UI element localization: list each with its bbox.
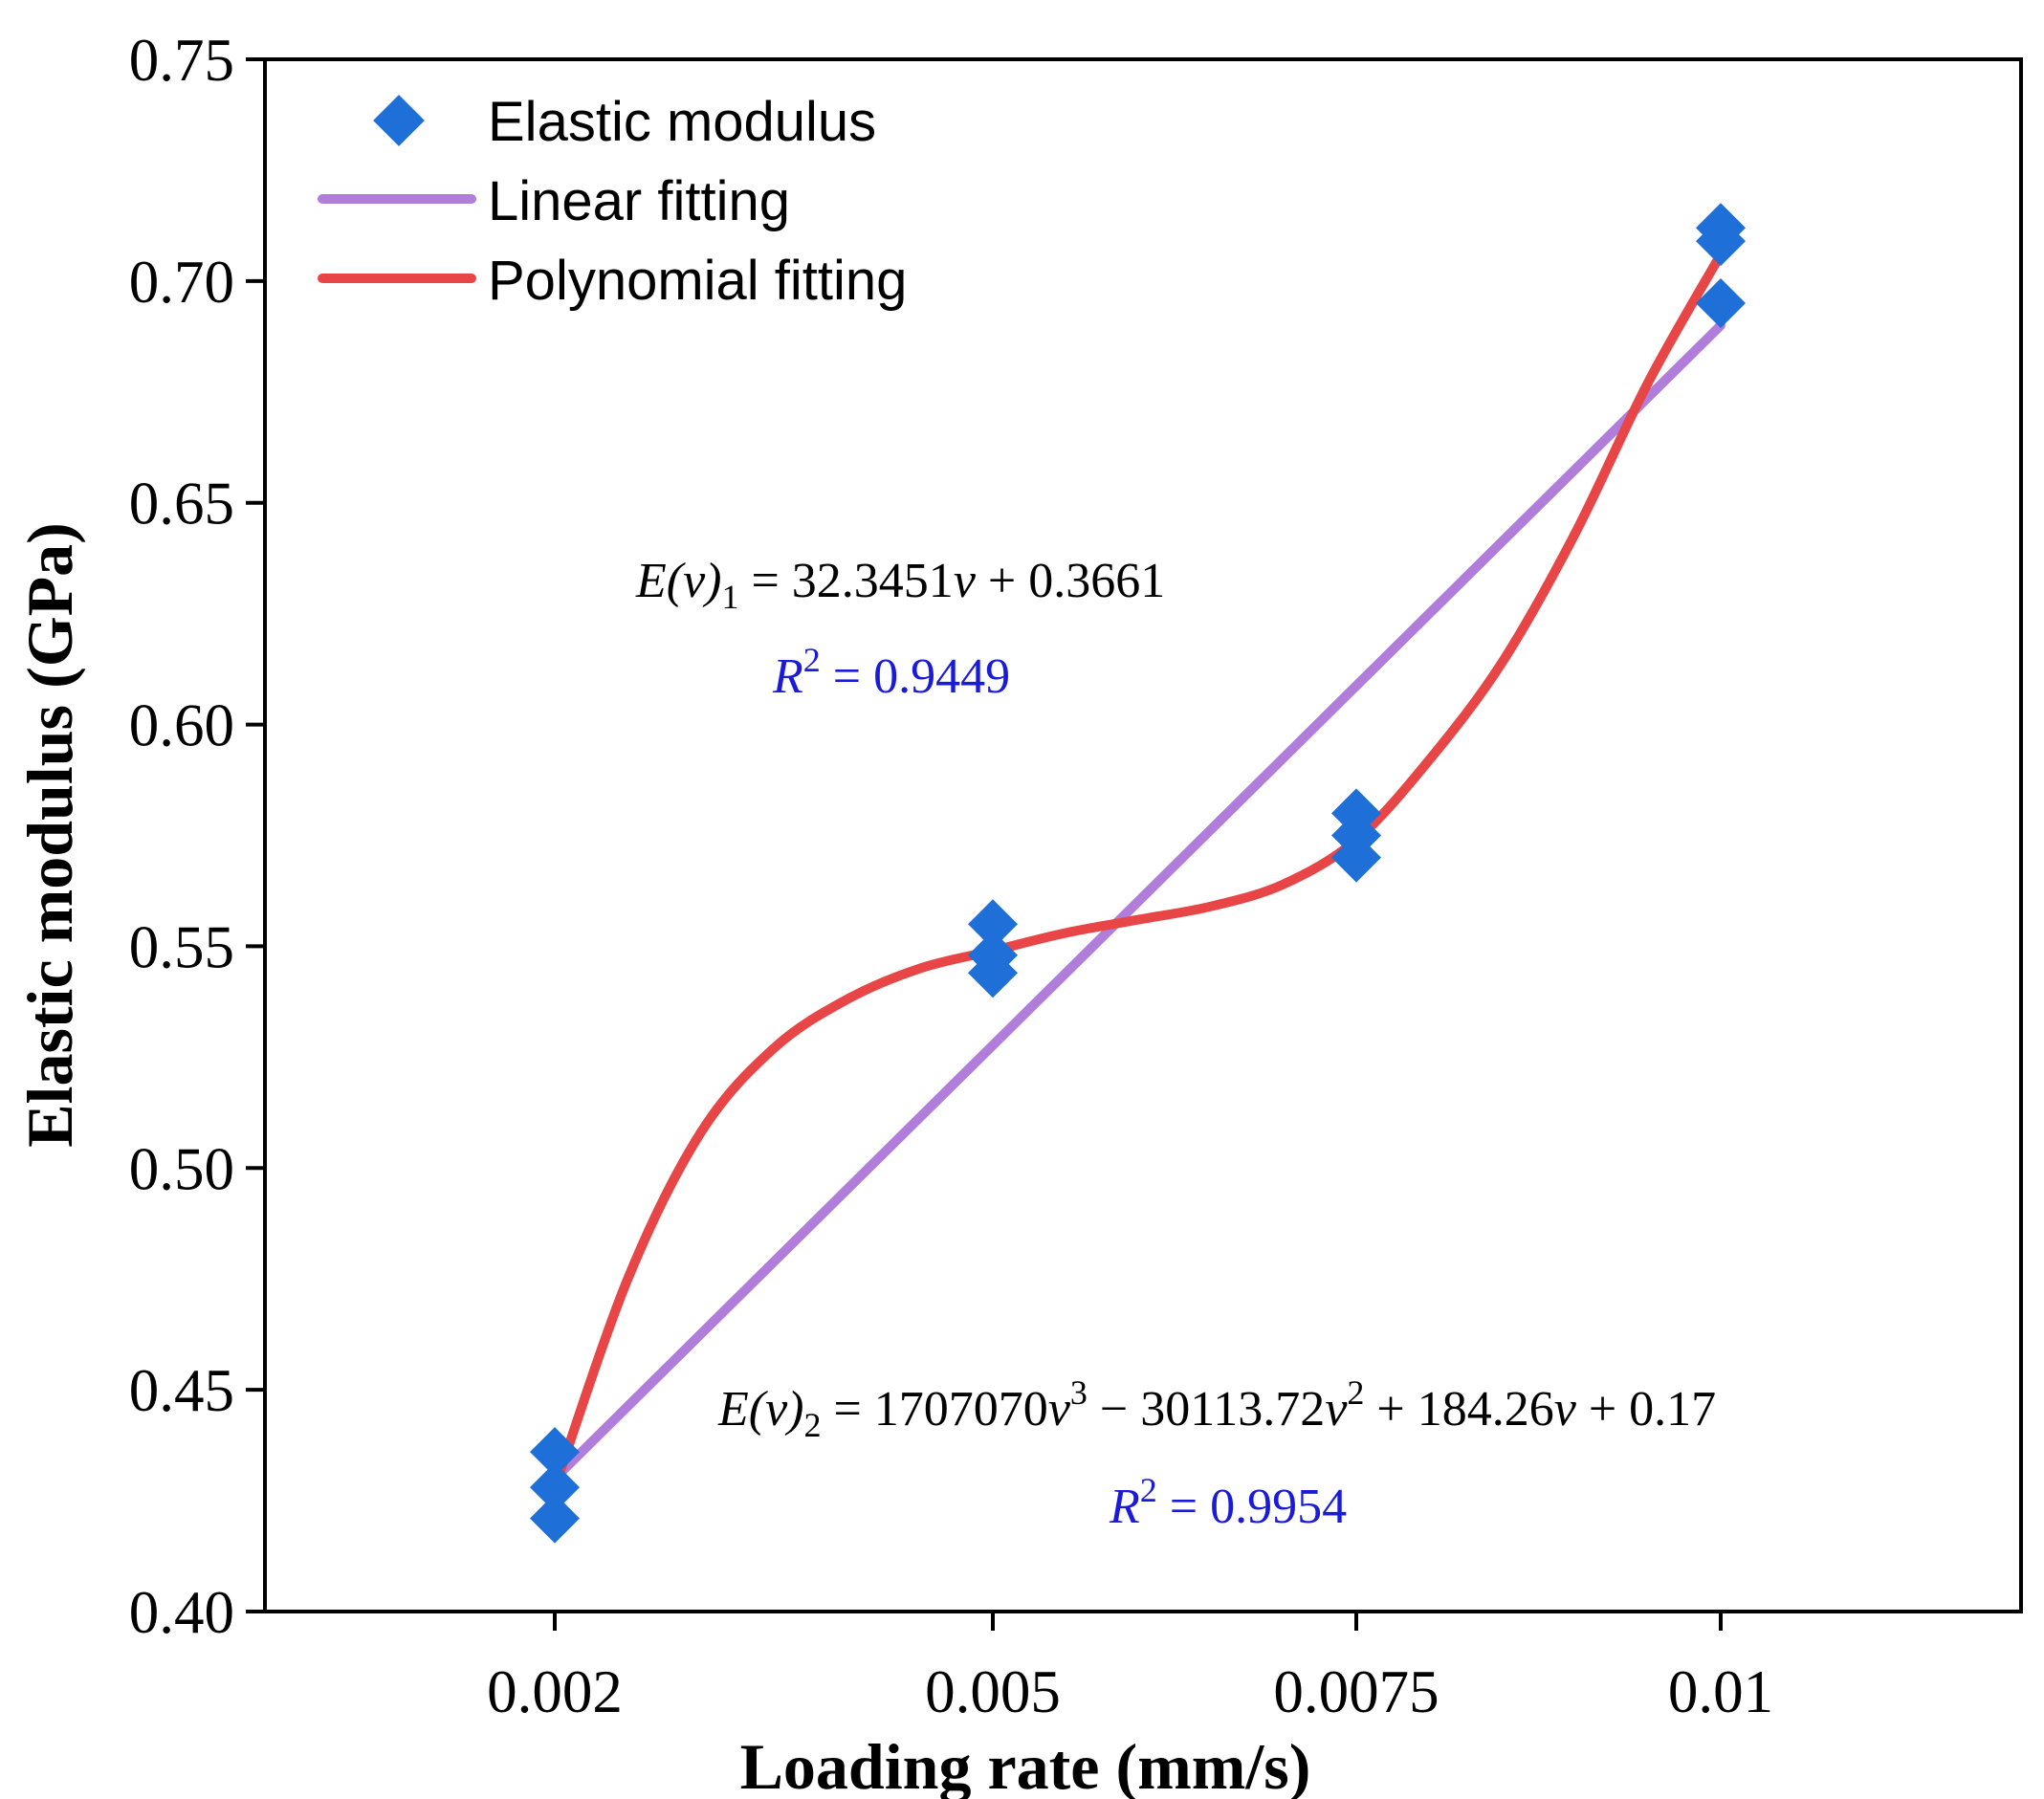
- y-tick-label: 0.55: [129, 913, 234, 980]
- linear-equation: E(v)1 = 32.3451v + 0.3661: [635, 554, 1165, 616]
- linear-r2: R2 = 0.9449: [772, 641, 1010, 704]
- legend-marker-elastic-modulus: [373, 95, 425, 146]
- data-point: [530, 1462, 580, 1513]
- x-axis-title: Loading rate (mm/s): [740, 1730, 1311, 1799]
- y-axis: 0.40 0.45 0.50 0.55 0.60 0.65 0.70 0.75: [129, 27, 265, 1646]
- x-axis: 0.002 0.005 0.0075 0.01: [487, 1612, 1773, 1725]
- legend-label-elastic-modulus: Elastic modulus: [488, 91, 876, 153]
- y-tick-label: 0.60: [129, 692, 234, 759]
- y-tick-label: 0.50: [129, 1135, 234, 1202]
- data-point: [1331, 832, 1381, 883]
- data-point: [530, 1427, 580, 1478]
- data-point: [1696, 278, 1746, 329]
- point-layer: [530, 203, 1746, 1544]
- legend-label-polynomial-fitting: Polynomial fitting: [488, 250, 907, 312]
- data-point: [1696, 216, 1746, 267]
- fit-layer: [550, 250, 1725, 1493]
- y-axis-title: Elastic modulus (GPa): [13, 522, 86, 1148]
- x-tick-label: 0.005: [925, 1658, 1061, 1725]
- data-point: [968, 948, 1018, 998]
- y-tick-label: 0.45: [129, 1357, 234, 1424]
- polynomial-r2: R2 = 0.9954: [1109, 1471, 1347, 1534]
- legend: Elastic modulus Linear fitting Polynomia…: [318, 91, 907, 312]
- data-point: [530, 1493, 580, 1544]
- linear-fit-line: [550, 320, 1725, 1483]
- y-tick-label: 0.70: [129, 249, 234, 316]
- y-tick-label: 0.40: [129, 1579, 234, 1646]
- x-tick-label: 0.002: [487, 1658, 623, 1725]
- y-tick-label: 0.75: [129, 27, 234, 94]
- x-tick-label: 0.0075: [1273, 1658, 1439, 1725]
- x-tick-label: 0.01: [1668, 1658, 1773, 1725]
- legend-label-linear-fitting: Linear fitting: [488, 170, 790, 232]
- y-tick-label: 0.65: [129, 471, 234, 538]
- plot-frame: [263, 57, 2023, 1613]
- polynomial-equation: E(v)2 = 1707070v3 − 30113.72v2 + 184.26v…: [717, 1373, 1716, 1444]
- polynomial-fit-curve: [550, 250, 1725, 1493]
- data-point: [968, 899, 1018, 950]
